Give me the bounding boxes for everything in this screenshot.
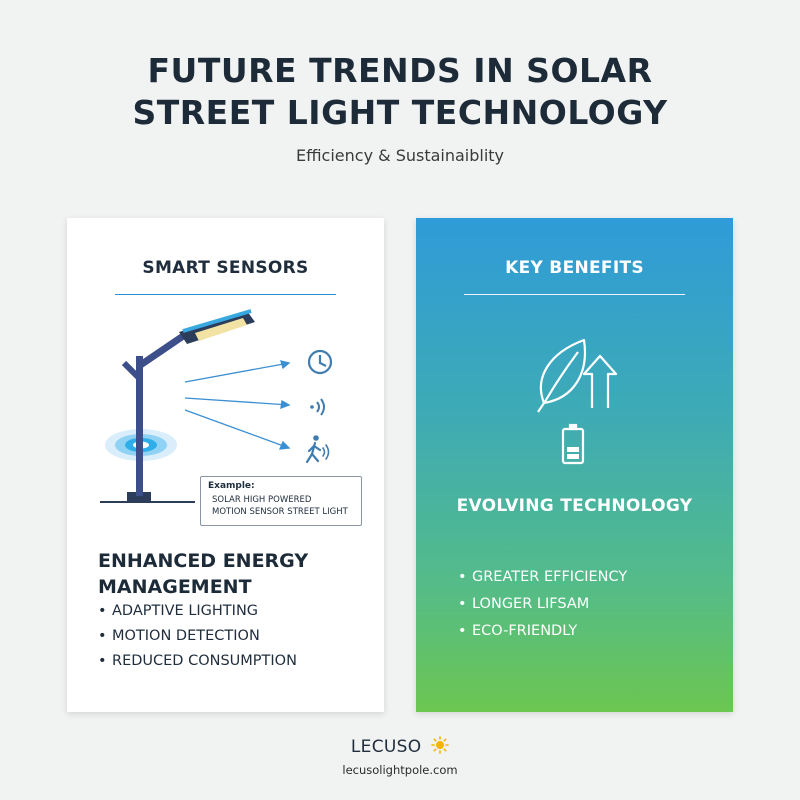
energy-title-line-1: ENHANCED ENERGY [98,550,309,572]
sustainability-icon-group [537,338,618,465]
example-label: Example: [208,481,255,491]
smart-sensors-heading: SMART SENSORS [142,258,309,278]
bullet-text: ADAPTIVE LIGHTING [112,603,259,619]
example-callout: Example: SOLAR HIGH POWERED MOTION SENSO… [200,476,362,526]
example-line-2: MOTION SENSOR STREET LIGHT [212,507,348,517]
brand-name: LECUSO [350,737,422,757]
bullet-text: ECO-FRIENDLY [472,623,578,639]
bullet-item: • LONGER LIFSAM [458,596,590,612]
title-line-1: FUTURE TRENDS IN SOLAR [147,51,653,90]
battery-icon [561,423,585,465]
bullet-item: • MOTION DETECTION [98,628,260,644]
sensor-arrows [184,360,291,450]
arrow-up-icon [582,354,618,408]
heading-divider [464,294,685,295]
bullet-item: • GREATER EFFICIENCY [458,569,628,585]
energy-title-line-2: MANAGEMENT [98,576,252,598]
street-light-illustration [100,309,333,503]
energy-management-title: ENHANCED ENERGY MANAGEMENT [98,548,378,600]
sun-icon [431,736,449,754]
bullet-text: REDUCED CONSUMPTION [112,653,297,669]
bullet-item: • ECO-FRIENDLY [458,623,578,639]
leaf-icon [537,338,587,413]
bullet-text: LONGER LIFSAM [472,596,590,612]
evolving-technology-heading: EVOLVING TECHNOLOGY [456,496,693,516]
title-line-2: STREET LIGHT TECHNOLOGY [132,93,668,132]
example-line-1: SOLAR HIGH POWERED [212,495,312,505]
brand-logo: LECUSO [0,736,800,757]
key-benefits-card: KEY BENEFITS EVOLVING TECHNOLOGY • GREATE… [416,218,733,712]
energy-bullet-list: • ADAPTIVE LIGHTING • MOTION DETECTION • RE… [98,601,297,676]
bullet-item: • ADAPTIVE LIGHTING [98,603,259,619]
walking-person-icon [305,435,330,464]
clock-icon [307,349,333,375]
key-benefits-heading: KEY BENEFITS [505,258,644,278]
example-text: SOLAR HIGH POWERED MOTION SENSOR STREET … [212,494,348,518]
wireless-signal-icon [310,398,325,416]
bullet-item: • REDUCED CONSUMPTION [98,653,297,669]
smart-sensors-card: SMART SENSORS [67,218,384,712]
website-url[interactable]: lecusolightpole.com [342,763,458,777]
street-light-icon [121,309,255,502]
page-subtitle: Efficiency & Sustainaiblity [295,146,505,165]
bullet-text: MOTION DETECTION [112,628,260,644]
bullet-text: GREATER EFFICIENCY [472,569,628,585]
heading-divider [115,294,336,295]
benefits-bullet-list: • GREATER EFFICIENCY • LONGER LIFSAM • ECO-… [458,567,627,648]
page-title: FUTURE TRENDS IN SOLAR STREET LIGHT TECH… [0,50,800,134]
